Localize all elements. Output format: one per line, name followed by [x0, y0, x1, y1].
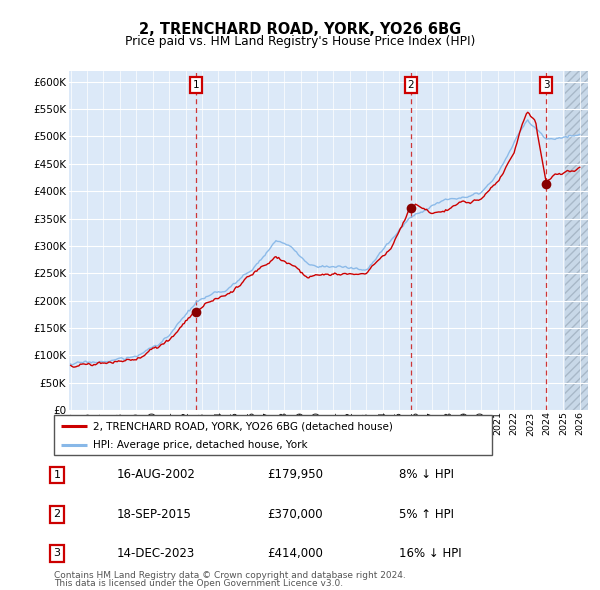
FancyBboxPatch shape: [54, 415, 492, 455]
Text: Contains HM Land Registry data © Crown copyright and database right 2024.: Contains HM Land Registry data © Crown c…: [54, 571, 406, 579]
Text: 3: 3: [53, 549, 61, 558]
Text: 1: 1: [53, 470, 61, 480]
Text: £179,950: £179,950: [267, 468, 323, 481]
Text: £414,000: £414,000: [267, 547, 323, 560]
Text: Price paid vs. HM Land Registry's House Price Index (HPI): Price paid vs. HM Land Registry's House …: [125, 35, 475, 48]
Text: HPI: Average price, detached house, York: HPI: Average price, detached house, York: [92, 441, 307, 450]
Text: 18-SEP-2015: 18-SEP-2015: [117, 508, 192, 521]
Text: 3: 3: [543, 80, 550, 90]
Text: £370,000: £370,000: [267, 508, 323, 521]
Text: 2, TRENCHARD ROAD, YORK, YO26 6BG: 2, TRENCHARD ROAD, YORK, YO26 6BG: [139, 22, 461, 37]
Text: This data is licensed under the Open Government Licence v3.0.: This data is licensed under the Open Gov…: [54, 579, 343, 588]
Text: 16% ↓ HPI: 16% ↓ HPI: [399, 547, 461, 560]
Text: 2: 2: [53, 510, 61, 519]
Text: 5% ↑ HPI: 5% ↑ HPI: [399, 508, 454, 521]
Text: 16-AUG-2002: 16-AUG-2002: [117, 468, 196, 481]
Text: 1: 1: [193, 80, 199, 90]
Bar: [565, 71, 588, 410]
Text: 2: 2: [407, 80, 414, 90]
Text: 14-DEC-2023: 14-DEC-2023: [117, 547, 195, 560]
Bar: [565, 71, 588, 410]
Text: 2, TRENCHARD ROAD, YORK, YO26 6BG (detached house): 2, TRENCHARD ROAD, YORK, YO26 6BG (detac…: [92, 421, 392, 431]
Text: 8% ↓ HPI: 8% ↓ HPI: [399, 468, 454, 481]
